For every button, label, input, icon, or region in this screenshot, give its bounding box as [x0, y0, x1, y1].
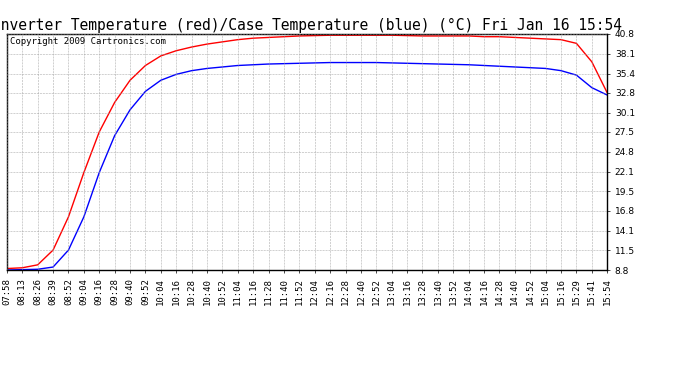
- Text: Copyright 2009 Cartronics.com: Copyright 2009 Cartronics.com: [10, 37, 166, 46]
- Title: Inverter Temperature (red)/Case Temperature (blue) (°C) Fri Jan 16 15:54: Inverter Temperature (red)/Case Temperat…: [0, 18, 622, 33]
